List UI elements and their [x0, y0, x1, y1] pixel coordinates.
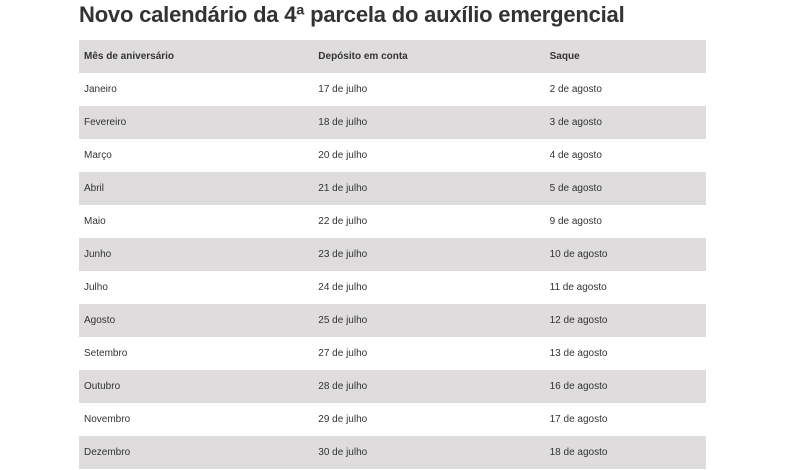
cell-month: Agosto [79, 304, 314, 337]
cell-month: Abril [79, 172, 314, 205]
cell-withdrawal: 9 de agosto [544, 205, 706, 238]
header-row: Mês de aniversário Depósito em conta Saq… [79, 40, 706, 73]
table-row: Maio 22 de julho 9 de agosto [79, 205, 706, 238]
cell-month: Fevereiro [79, 106, 314, 139]
table-row: Fevereiro 18 de julho 3 de agosto [79, 106, 706, 139]
page-title: Novo calendário da 4ª parcela do auxílio… [79, 2, 625, 27]
cell-withdrawal: 16 de agosto [544, 370, 706, 403]
cell-month: Dezembro [79, 436, 314, 469]
header-deposit: Depósito em conta [313, 40, 545, 73]
cell-withdrawal: 2 de agosto [544, 73, 706, 106]
header-birth-month: Mês de aniversário [79, 40, 314, 73]
table-row: Dezembro 30 de julho 18 de agosto [79, 436, 706, 469]
cell-withdrawal: 3 de agosto [544, 106, 706, 139]
cell-deposit: 24 de julho [313, 271, 545, 304]
cell-withdrawal: 5 de agosto [544, 172, 706, 205]
table-header: Mês de aniversário Depósito em conta Saq… [79, 40, 706, 73]
table-row: Agosto 25 de julho 12 de agosto [79, 304, 706, 337]
cell-month: Setembro [79, 337, 314, 370]
cell-withdrawal: 13 de agosto [544, 337, 706, 370]
table-row: Janeiro 17 de julho 2 de agosto [79, 73, 706, 106]
cell-deposit: 23 de julho [313, 238, 545, 271]
payment-calendar-table: Mês de aniversário Depósito em conta Saq… [79, 40, 706, 469]
table-row: Novembro 29 de julho 17 de agosto [79, 403, 706, 436]
table-row: Junho 23 de julho 10 de agosto [79, 238, 706, 271]
cell-withdrawal: 10 de agosto [544, 238, 706, 271]
table-row: Março 20 de julho 4 de agosto [79, 139, 706, 172]
table-row: Outubro 28 de julho 16 de agosto [79, 370, 706, 403]
cell-deposit: 17 de julho [313, 73, 545, 106]
cell-withdrawal: 4 de agosto [544, 139, 706, 172]
cell-deposit: 18 de julho [313, 106, 545, 139]
cell-month: Janeiro [79, 73, 314, 106]
cell-month: Julho [79, 271, 314, 304]
cell-withdrawal: 17 de agosto [544, 403, 706, 436]
cell-withdrawal: 12 de agosto [544, 304, 706, 337]
cell-deposit: 25 de julho [313, 304, 545, 337]
cell-deposit: 22 de julho [313, 205, 545, 238]
cell-month: Junho [79, 238, 314, 271]
cell-month: Outubro [79, 370, 314, 403]
cell-deposit: 21 de julho [313, 172, 545, 205]
table-row: Julho 24 de julho 11 de agosto [79, 271, 706, 304]
cell-month: Novembro [79, 403, 314, 436]
cell-month: Março [79, 139, 314, 172]
header-withdrawal: Saque [544, 40, 706, 73]
cell-deposit: 30 de julho [313, 436, 545, 469]
cell-deposit: 29 de julho [313, 403, 545, 436]
cell-withdrawal: 18 de agosto [544, 436, 706, 469]
cell-withdrawal: 11 de agosto [544, 271, 706, 304]
table-body: Janeiro 17 de julho 2 de agosto Fevereir… [79, 73, 706, 469]
cell-deposit: 27 de julho [313, 337, 545, 370]
table-row: Setembro 27 de julho 13 de agosto [79, 337, 706, 370]
cell-deposit: 28 de julho [313, 370, 545, 403]
table-row: Abril 21 de julho 5 de agosto [79, 172, 706, 205]
cell-deposit: 20 de julho [313, 139, 545, 172]
cell-month: Maio [79, 205, 314, 238]
